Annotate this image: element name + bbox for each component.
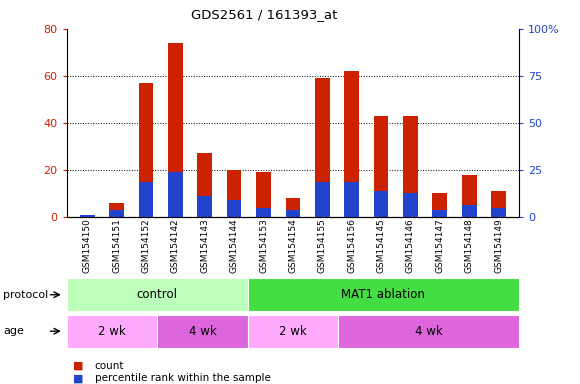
Text: percentile rank within the sample: percentile rank within the sample (95, 373, 270, 383)
Bar (374, 191, 389, 217)
Text: GDS2561 / 161393_at: GDS2561 / 161393_at (191, 8, 337, 21)
Bar (285, 210, 300, 217)
Bar (139, 182, 153, 217)
Bar (374, 116, 389, 217)
Text: ■: ■ (72, 373, 83, 383)
Bar (256, 172, 271, 217)
Text: 4 wk: 4 wk (415, 325, 443, 338)
Bar (338, 315, 519, 348)
Bar (462, 175, 477, 217)
Bar (227, 170, 241, 217)
Text: 2 wk: 2 wk (98, 325, 126, 338)
Bar (256, 208, 271, 217)
Bar (248, 278, 519, 311)
Bar (109, 203, 124, 217)
Bar (67, 278, 248, 311)
Bar (491, 191, 506, 217)
Bar (80, 215, 95, 217)
Bar (157, 315, 248, 348)
Text: age: age (3, 326, 24, 336)
Text: control: control (137, 288, 177, 301)
Bar (285, 198, 300, 217)
Bar (491, 208, 506, 217)
Bar (197, 154, 212, 217)
Bar (345, 182, 359, 217)
Bar (109, 210, 124, 217)
Bar (67, 315, 157, 348)
Bar (345, 71, 359, 217)
Bar (315, 182, 329, 217)
Bar (433, 210, 447, 217)
Bar (197, 196, 212, 217)
Bar (433, 194, 447, 217)
Text: count: count (95, 361, 124, 371)
Bar (80, 215, 95, 217)
Bar (403, 116, 418, 217)
Bar (315, 78, 329, 217)
Bar (248, 315, 338, 348)
Text: 4 wk: 4 wk (188, 325, 216, 338)
Text: MAT1 ablation: MAT1 ablation (342, 288, 425, 301)
Bar (227, 200, 241, 217)
Bar (139, 83, 153, 217)
Text: 2 wk: 2 wk (279, 325, 307, 338)
Text: ■: ■ (72, 361, 83, 371)
Bar (168, 43, 183, 217)
Text: protocol: protocol (3, 290, 48, 300)
Bar (168, 172, 183, 217)
Bar (403, 194, 418, 217)
Bar (462, 205, 477, 217)
